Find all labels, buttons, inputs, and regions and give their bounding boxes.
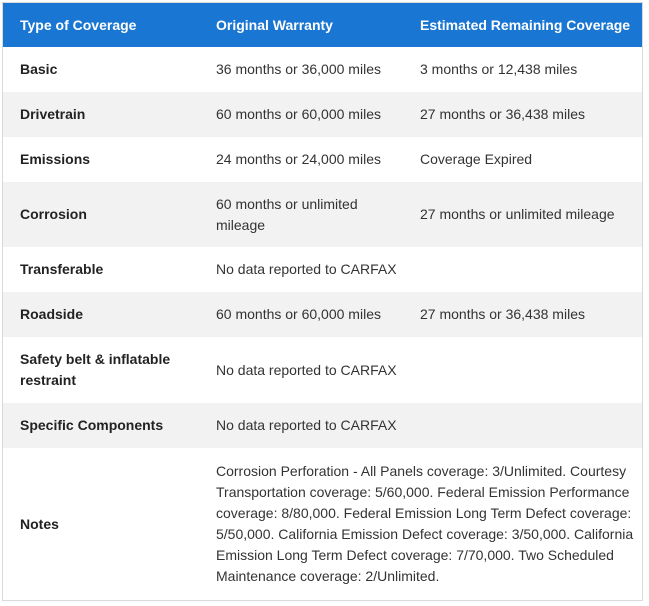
- header-estimated-remaining-coverage: Estimated Remaining Coverage: [420, 17, 631, 33]
- coverage-type-cell: Basic: [20, 61, 58, 77]
- coverage-type-cell: Specific Components: [20, 417, 164, 433]
- original-warranty-cell: 60 months or unlimited mileage: [216, 195, 358, 233]
- remaining-coverage-cell: 27 months or 36,438 miles: [420, 306, 585, 322]
- table-row: Corrosion 60 months or unlimited mileage…: [3, 182, 642, 247]
- original-warranty-cell: 24 months or 24,000 miles: [216, 151, 381, 167]
- remaining-coverage-cell: 27 months or 36,438 miles: [420, 106, 585, 122]
- remaining-coverage-cell: 3 months or 12,438 miles: [420, 61, 578, 77]
- original-warranty-cell: 60 months or 60,000 miles: [216, 106, 381, 122]
- table-row: Drivetrain 60 months or 60,000 miles 27 …: [3, 92, 642, 137]
- table-row: Emissions 24 months or 24,000 miles Cove…: [3, 137, 642, 182]
- header-row: Type of Coverage Original Warranty Estim…: [3, 3, 642, 47]
- table-row-notes: Notes Corrosion Perforation - All Panels…: [3, 448, 642, 600]
- header-original-warranty: Original Warranty: [216, 17, 333, 33]
- table-row: Roadside 60 months or 60,000 miles 27 mo…: [3, 292, 642, 337]
- remaining-coverage-cell: [412, 337, 642, 403]
- warranty-coverage-table-container: Type of Coverage Original Warranty Estim…: [2, 2, 643, 601]
- original-warranty-cell: No data reported to CARFAX: [216, 261, 397, 277]
- coverage-type-cell: Notes: [20, 515, 59, 532]
- coverage-type-cell: Roadside: [20, 306, 84, 322]
- table-row: Specific Components No data reported to …: [3, 403, 642, 448]
- table-header: Type of Coverage Original Warranty Estim…: [3, 3, 642, 47]
- remaining-coverage-cell: [412, 403, 642, 448]
- table-row: Basic 36 months or 36,000 miles 3 months…: [3, 47, 642, 92]
- table-row: Safety belt & inflatable restraint No da…: [3, 337, 642, 403]
- original-warranty-cell: 60 months or 60,000 miles: [216, 306, 381, 322]
- notes-cell: Corrosion Perforation - All Panels cover…: [216, 463, 634, 584]
- warranty-coverage-table: Type of Coverage Original Warranty Estim…: [3, 3, 642, 600]
- original-warranty-cell: No data reported to CARFAX: [216, 417, 397, 433]
- remaining-coverage-cell: [412, 247, 642, 292]
- remaining-coverage-cell: Coverage Expired: [420, 151, 533, 167]
- original-warranty-cell: 36 months or 36,000 miles: [216, 61, 381, 77]
- coverage-type-cell: Drivetrain: [20, 106, 86, 122]
- original-warranty-cell: No data reported to CARFAX: [216, 361, 397, 378]
- coverage-type-cell: Transferable: [20, 261, 104, 277]
- table-body: Basic 36 months or 36,000 miles 3 months…: [3, 47, 642, 600]
- header-type-of-coverage: Type of Coverage: [20, 17, 137, 33]
- coverage-type-cell: Corrosion: [20, 206, 87, 222]
- remaining-coverage-cell: 27 months or unlimited mileage: [420, 206, 615, 222]
- coverage-type-cell: Safety belt & inflatable restraint: [20, 351, 171, 388]
- table-row: Transferable No data reported to CARFAX: [3, 247, 642, 292]
- coverage-type-cell: Emissions: [20, 151, 91, 167]
